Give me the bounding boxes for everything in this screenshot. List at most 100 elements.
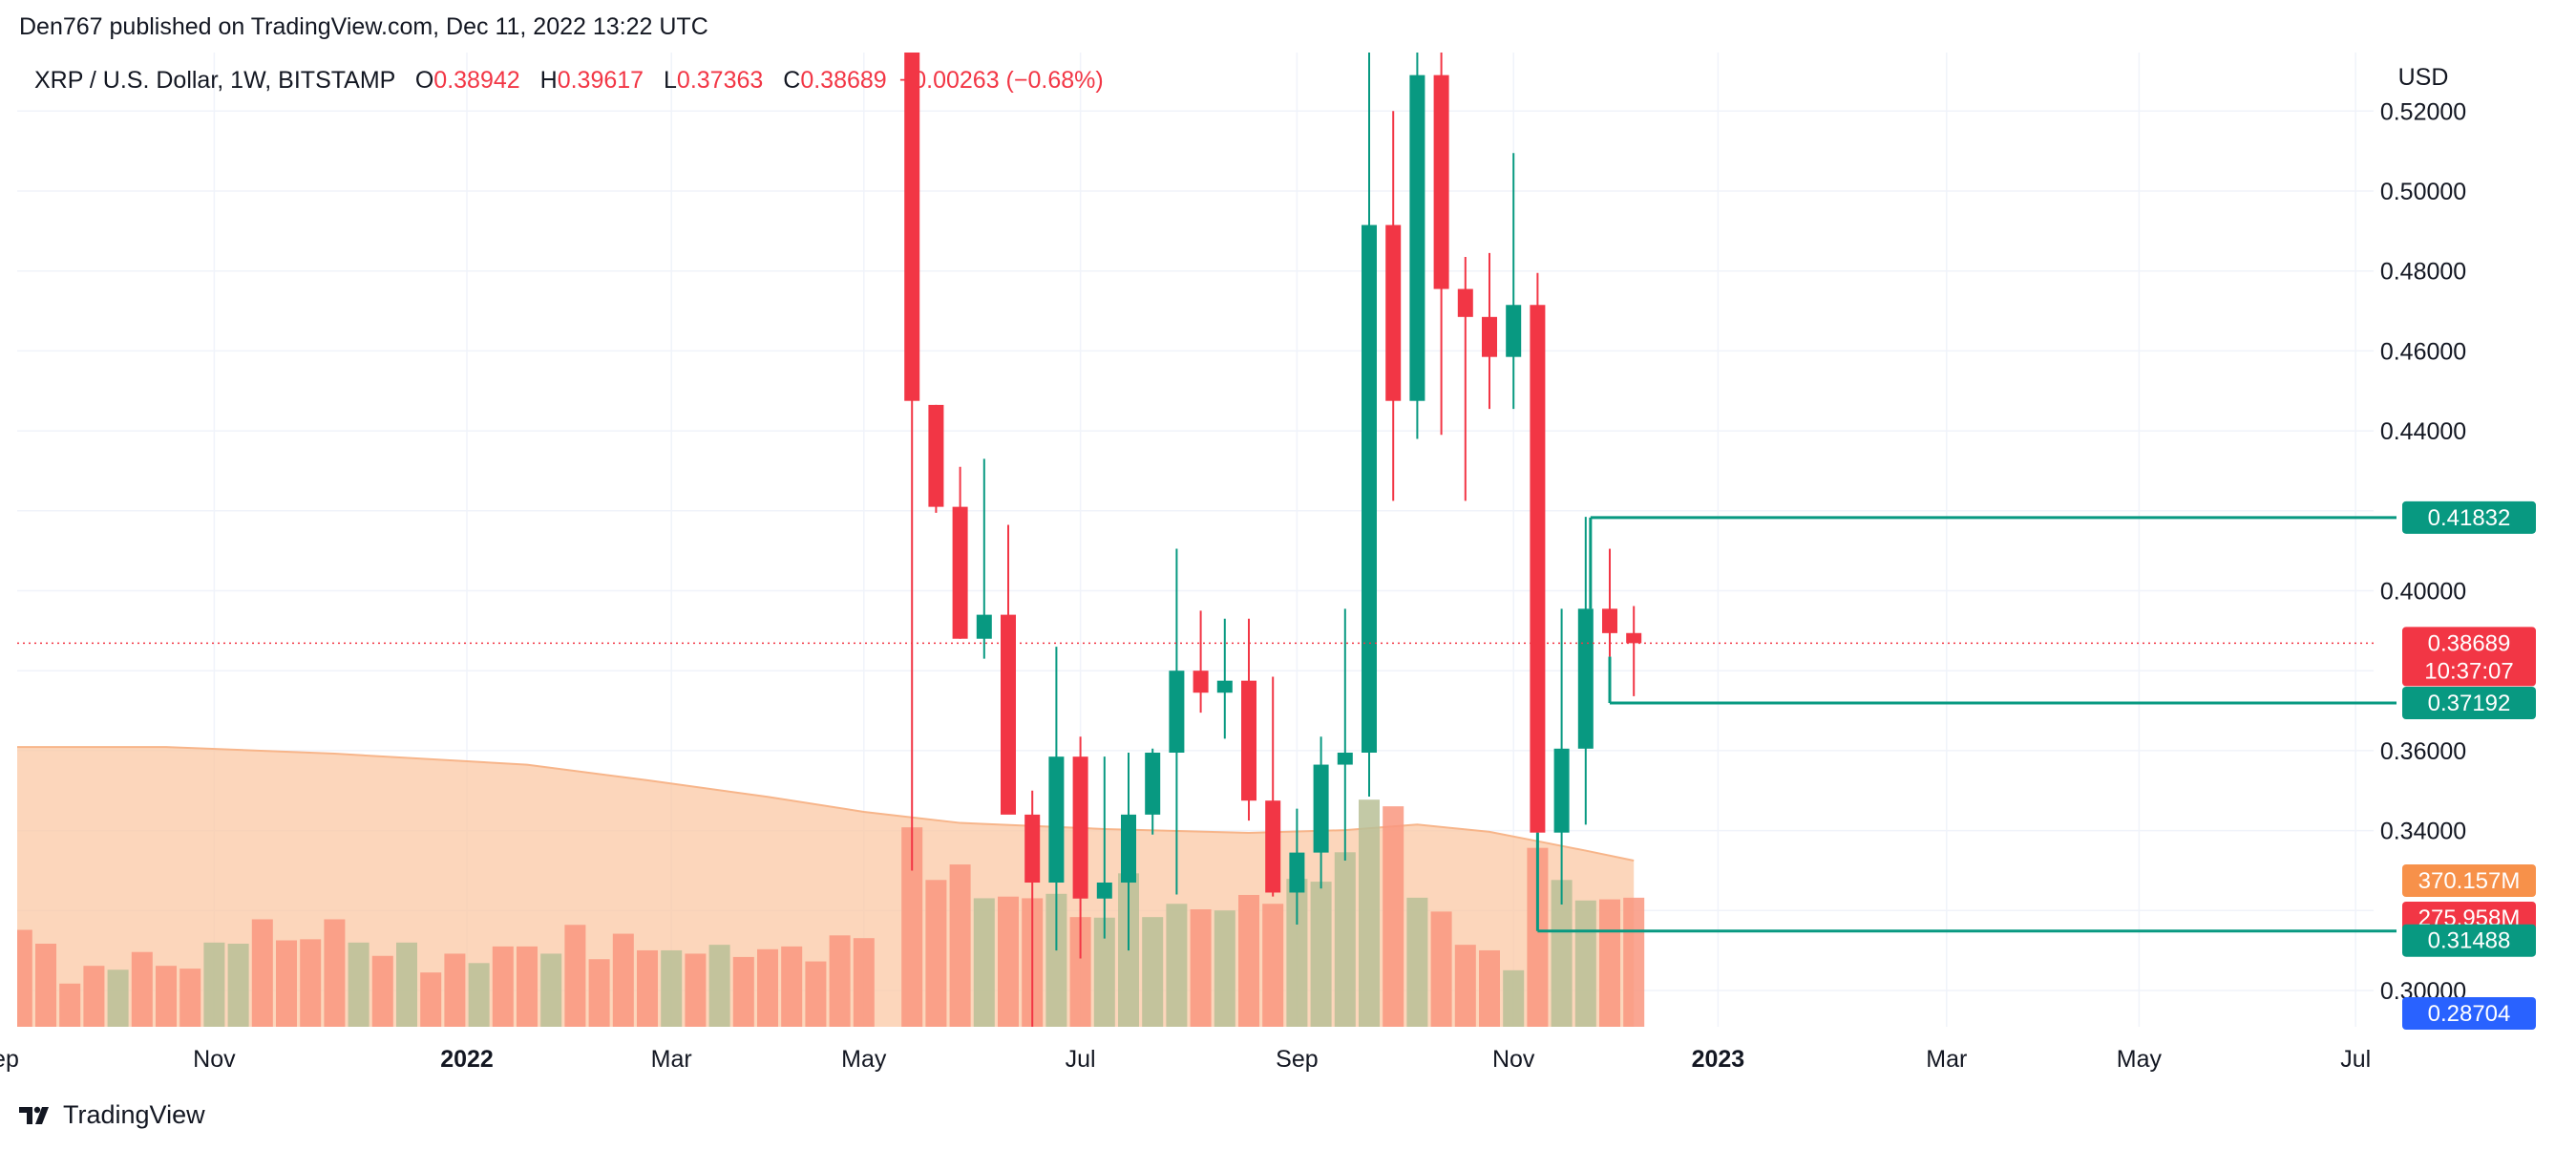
volume-bar: [179, 969, 201, 1027]
change-value: −0.00263 (−0.68%): [898, 67, 1104, 94]
volume-bar: [973, 898, 995, 1027]
low-tag-text: 0.28704: [2428, 1001, 2511, 1027]
volume-ma-tag-box: [2402, 864, 2536, 897]
volume-bar: [324, 919, 346, 1027]
ohlc-legend: XRP / U.S. Dollar, 1W, BITSTAMP O0.38942…: [34, 67, 1104, 95]
candle-body: [1385, 224, 1402, 401]
volume-bar: [300, 939, 322, 1027]
volume-bar: [757, 948, 778, 1027]
time-tick-label: Jul: [1066, 1046, 1096, 1073]
candle-body: [904, 53, 920, 401]
volume-bar: [156, 966, 177, 1027]
volume-bar: [35, 944, 56, 1027]
candle-body: [1024, 814, 1041, 884]
volume-bar: [1142, 917, 1164, 1027]
last-price-tag-text: 10:37:07: [2424, 658, 2513, 684]
candle-body: [1482, 316, 1497, 357]
volume-layer: [17, 746, 1645, 1027]
volume-bar: [371, 955, 393, 1027]
price-tick-label: 0.46000: [2380, 338, 2466, 365]
tradingview-logo-icon: [19, 1106, 49, 1124]
candle-body: [1577, 608, 1594, 749]
candle-body: [1313, 764, 1329, 853]
candle-body: [976, 614, 992, 639]
volume-bar: [781, 946, 803, 1027]
volume-bar: [468, 963, 490, 1027]
time-tick-label: Sep: [0, 1046, 19, 1073]
candle-body: [1096, 883, 1112, 899]
open-value: 0.38942: [433, 67, 520, 94]
level-tag-1-box: [2402, 687, 2536, 720]
volume-bar: [805, 961, 827, 1027]
volume-bar: [1574, 900, 1596, 1027]
volume-bar: [1069, 917, 1091, 1027]
volume-ma-tag-text: 370.157M: [2418, 868, 2521, 894]
level-tag-0-box: [2402, 500, 2536, 534]
price-tick-label: 0.40000: [2380, 579, 2466, 606]
symbol-title: XRP / U.S. Dollar, 1W, BITSTAMP: [34, 67, 395, 94]
price-tick-label: 0.50000: [2380, 179, 2466, 205]
candle-body: [1241, 680, 1256, 801]
candle-body: [1362, 224, 1377, 753]
tradingview-logo[interactable]: TradingView: [19, 1100, 205, 1130]
time-tick-label: 2022: [440, 1046, 494, 1073]
price-axis: USD0.300000.340000.360000.400000.440000.…: [2380, 64, 2466, 1005]
time-tick-label: Nov: [193, 1046, 236, 1073]
price-tick-label: 0.36000: [2380, 738, 2466, 765]
time-tick-label: Mar: [651, 1046, 692, 1073]
high-label: H: [539, 67, 558, 94]
volume-bar: [276, 940, 297, 1027]
level-layer: [17, 516, 2397, 933]
open-label: O: [414, 67, 434, 94]
candle-body: [1409, 75, 1425, 401]
volume-bar: [661, 949, 683, 1027]
candle-body: [1337, 752, 1353, 765]
candle-body: [1121, 814, 1136, 884]
level-tag-2-text: 0.31488: [2428, 928, 2511, 954]
volume-bar: [83, 966, 105, 1027]
volume-bar: [637, 949, 658, 1027]
volume-bar: [420, 972, 442, 1027]
last-price-tag-text: 0.38689: [2428, 630, 2511, 656]
volume-bar: [1503, 969, 1525, 1027]
candle-body: [1072, 756, 1088, 899]
time-tick-label: 2023: [1692, 1046, 1745, 1073]
candle-body: [928, 404, 944, 507]
candle-body: [1169, 671, 1185, 753]
time-axis: Sep Nov 2022 Mar May Jul Sep Nov 2023 Mar May Jul: [0, 1046, 2371, 1073]
candle-body: [1602, 608, 1617, 633]
volume-bar: [17, 929, 32, 1027]
volume-bar: [396, 942, 417, 1027]
volume-bar: [998, 896, 1019, 1027]
high-value: 0.39617: [557, 67, 644, 94]
volume-bar: [1262, 904, 1284, 1027]
low-label: L: [664, 67, 677, 94]
volume-bar: [1406, 897, 1428, 1027]
volume-bar: [1190, 909, 1212, 1027]
volume-bar: [732, 956, 754, 1027]
volume-bar: [1454, 945, 1476, 1027]
volume-bar: [1214, 910, 1235, 1027]
candle-body: [1001, 614, 1016, 815]
volume-bar: [1383, 806, 1404, 1027]
candle-body: [1530, 305, 1546, 833]
time-tick-label: Mar: [1926, 1046, 1967, 1073]
volume-bar: [540, 953, 562, 1027]
volume-bar: [348, 942, 370, 1027]
volume-bar: [829, 935, 851, 1027]
volume-bar: [131, 951, 153, 1027]
candle-body: [1216, 680, 1233, 693]
last-price-tag-box: [2402, 627, 2536, 687]
close-value: 0.38689: [800, 67, 887, 94]
currency-label: USD: [2398, 64, 2449, 91]
volume-bar: [1527, 847, 1549, 1027]
low-tag-box: [2402, 997, 2536, 1030]
candle-body: [1626, 632, 1642, 644]
time-tick-label: May: [841, 1046, 887, 1073]
volume-bar: [925, 880, 947, 1027]
volume-bar: [1093, 917, 1115, 1027]
volume-bar: [107, 969, 129, 1027]
volume-bar: [708, 945, 730, 1027]
volume-bar: [1310, 882, 1332, 1027]
